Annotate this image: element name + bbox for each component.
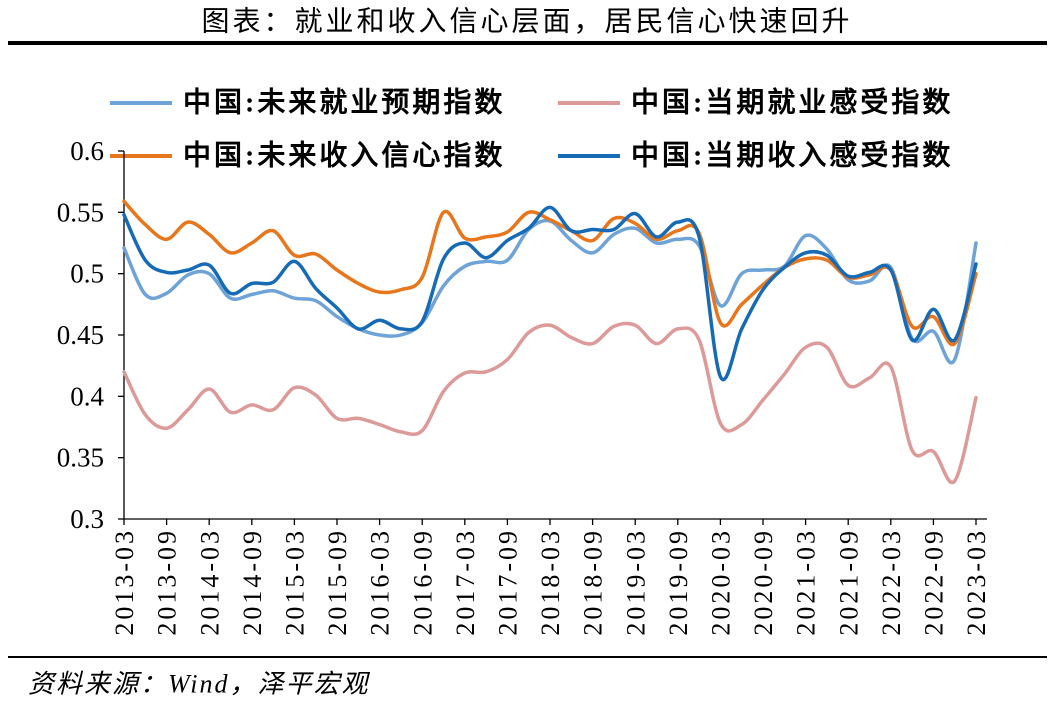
legend-entry-future-income-confidence: 中国:未来收入信心指数 [110,140,505,172]
x-tick-label: 2021-03 [792,528,821,636]
future-income-confidence-line [122,199,978,347]
x-tick-label: 2013-03 [110,528,139,636]
legend-label: 中国:当期收入感受指数 [631,140,953,172]
source-rule [8,656,1047,658]
legend-label: 中国:未来收入信心指数 [183,140,505,172]
x-tick-label: 2020-03 [707,528,736,636]
x-tick-label: 2021-09 [834,528,863,636]
y-tick-label: 0.3 [70,504,104,534]
x-tick-label: 2023-03 [962,528,991,636]
x-tick-label: 2019-09 [664,528,693,636]
legend-entry-future-employment-expectation: 中国:未来就业预期指数 [110,87,505,119]
legend-entry-current-income-perception: 中国:当期收入感受指数 [558,140,953,172]
title-rule [8,41,1047,45]
plot-area [122,199,978,485]
x-tick-label: 2017-09 [494,528,523,636]
y-tick-label: 0.35 [57,443,104,473]
x-tick-label: 2022-03 [877,528,906,636]
legend-label: 中国:未来就业预期指数 [183,87,505,119]
x-tick-label: 2016-09 [408,528,437,636]
legend-entry-current-employment-perception: 中国:当期就业感受指数 [558,87,953,119]
y-tick-label: 0.5 [70,259,104,289]
y-tick-label: 0.55 [57,197,104,227]
x-tick-label: 2018-03 [536,528,565,636]
x-tick-label: 2015-09 [323,528,352,636]
current-income-perception-line [122,205,978,382]
x-tick-label: 2020-09 [749,528,778,636]
chart-title: 图表：就业和收入信心层面，居民信心快速回升 [201,6,852,38]
legend-label: 中国:当期就业感受指数 [631,87,953,119]
x-tick-label: 2017-03 [451,528,480,636]
x-tick-label: 2022-09 [920,528,949,636]
y-tick-label: 0.45 [57,320,104,350]
x-tick-label: 2015-03 [281,528,310,636]
x-tick-label: 2016-03 [366,528,395,636]
y-tick-label: 0.4 [70,381,104,411]
x-tick-label: 2014-03 [195,528,224,636]
source-note: 资料来源：Wind，泽平宏观 [28,670,370,699]
x-tick-label: 2018-09 [579,528,608,636]
x-tick-label: 2019-03 [621,528,650,636]
x-tick-label: 2013-09 [153,528,182,636]
y-axis: 0.3 0.35 0.4 0.45 0.5 0.55 0.6 [57,136,125,534]
x-axis: 2013-03 2013-09 2014-03 2014-09 2015-03 2015-… [110,518,991,636]
y-tick-label: 0.6 [70,136,104,166]
x-tick-label: 2014-09 [238,528,267,636]
current-employment-perception-line [122,321,978,485]
